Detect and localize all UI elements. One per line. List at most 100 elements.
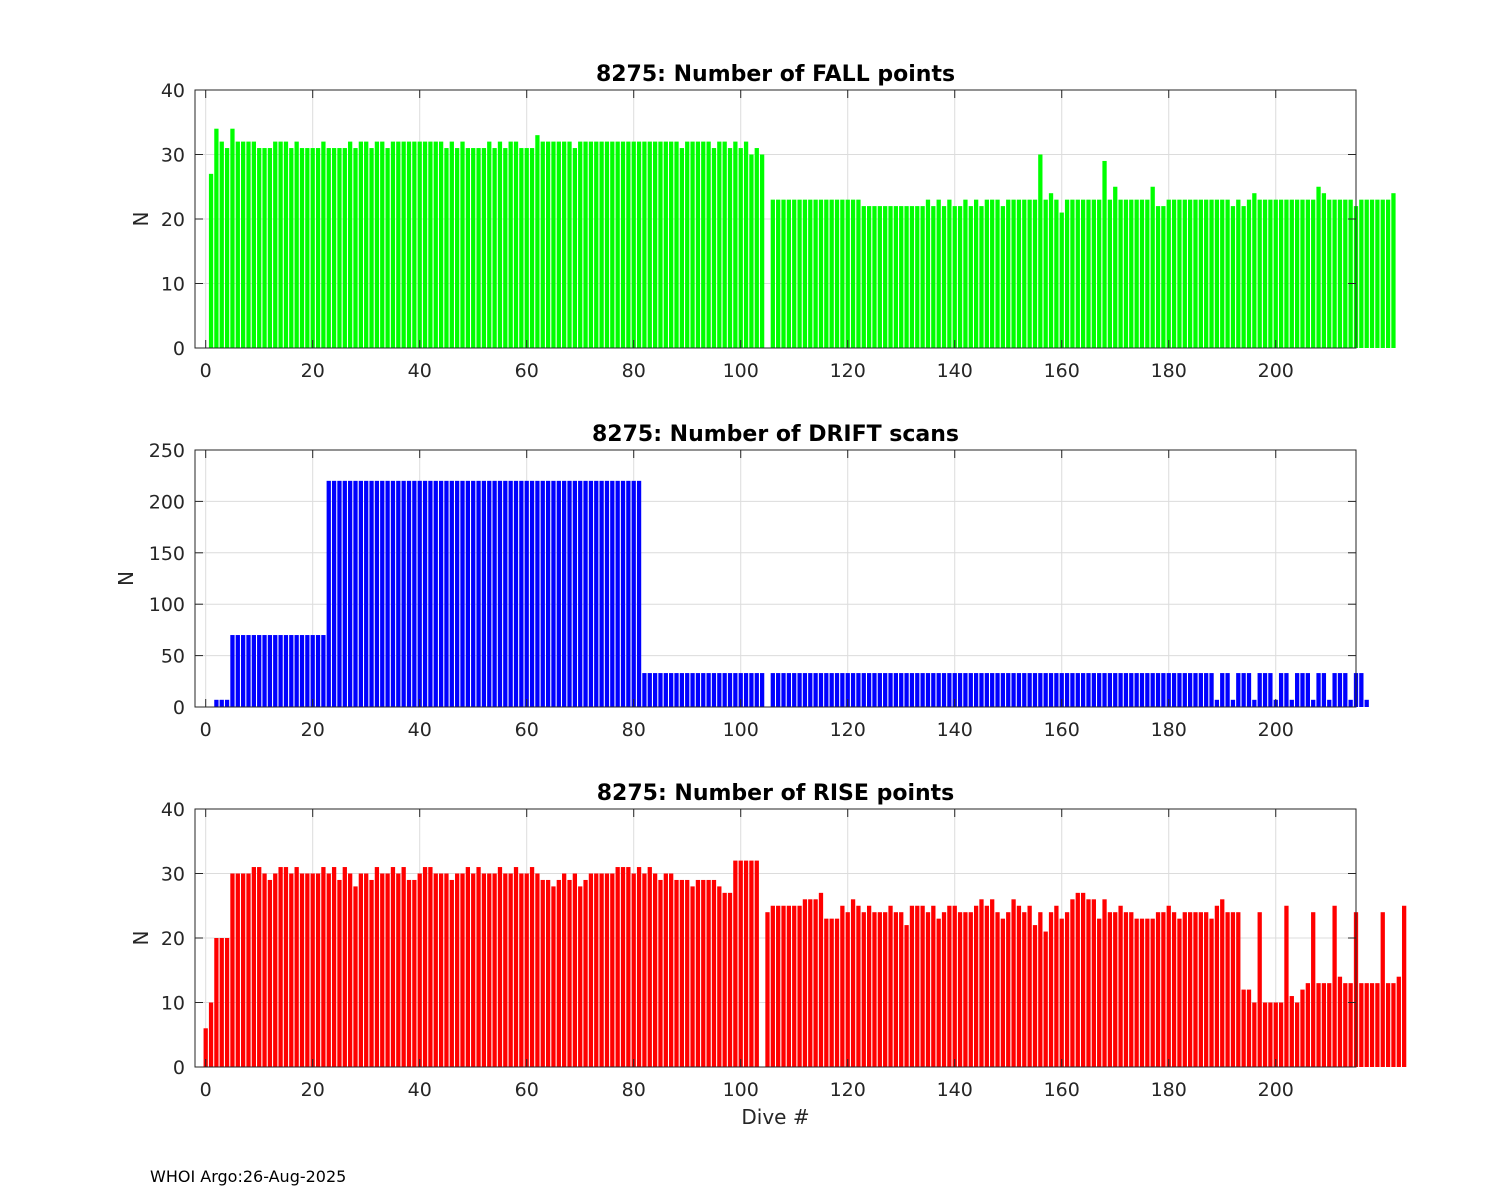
drift-bar	[899, 673, 904, 707]
fall-bar	[717, 141, 722, 348]
drift-bar	[1311, 699, 1316, 707]
drift-bar	[519, 480, 524, 707]
fall-bar	[257, 148, 262, 348]
rise-bar	[1246, 989, 1252, 1067]
drift-bar	[679, 673, 685, 707]
drift-ytick-label: 200	[149, 491, 185, 513]
rise-bar	[1295, 1002, 1300, 1067]
drift-bar	[727, 673, 733, 707]
rise-bar	[920, 905, 925, 1067]
fall-bar	[743, 141, 749, 348]
fall-bar	[1375, 199, 1380, 348]
rise-bar	[877, 912, 882, 1067]
drift-bar	[1262, 673, 1268, 707]
drift-bar	[963, 673, 968, 707]
fall-bar	[1252, 193, 1257, 348]
rise-bar	[1284, 905, 1289, 1067]
fall-ytick-label: 20	[161, 209, 185, 231]
drift-ylabel: N	[114, 571, 138, 586]
fall-bar	[406, 141, 412, 348]
drift-bar	[1011, 673, 1016, 707]
drift-bar	[1064, 673, 1070, 707]
fall-bar	[321, 141, 326, 348]
rise-bar	[422, 867, 428, 1067]
rise-bar	[396, 873, 401, 1067]
rise-bar	[455, 873, 460, 1067]
rise-bar	[636, 867, 642, 1067]
drift-xtick-label: 140	[937, 719, 973, 741]
fall-bar	[754, 148, 759, 348]
fall-bar	[604, 141, 610, 348]
rise-bar	[749, 860, 754, 1067]
rise-bar	[861, 912, 866, 1067]
rise-bar	[669, 873, 674, 1067]
fall-bar	[310, 148, 315, 348]
rise-bar	[1273, 1002, 1278, 1067]
rise-bar	[979, 899, 984, 1067]
fall-xtick-label: 140	[937, 360, 973, 382]
rise-bar	[273, 873, 278, 1067]
fall-bar	[353, 148, 358, 348]
fall-bar	[727, 148, 733, 348]
drift-bar	[663, 673, 668, 707]
drift-bar	[412, 480, 417, 707]
drift-bar	[877, 673, 882, 707]
rise-bar	[487, 873, 492, 1067]
rise-bar	[808, 899, 813, 1067]
drift-bar	[818, 673, 824, 707]
rise-bar	[1198, 912, 1203, 1067]
drift-bar	[572, 480, 578, 707]
fall-bar	[369, 148, 374, 348]
fall-bar	[1054, 199, 1059, 348]
rise-bar	[348, 873, 353, 1067]
drift-bar	[1182, 673, 1187, 707]
fall-bar	[1145, 199, 1150, 348]
rise-bar	[1129, 912, 1134, 1067]
drift-xtick-label: 0	[200, 719, 212, 741]
fall-bar	[492, 148, 497, 348]
fall-bar	[1359, 199, 1364, 348]
drift-bar	[246, 635, 251, 707]
fall-ytick-label: 10	[161, 274, 185, 296]
fall-bar	[1348, 199, 1353, 348]
fall-bar	[834, 199, 840, 348]
rise-bar	[1075, 892, 1080, 1067]
drift-bar	[481, 480, 487, 707]
drift-bar	[701, 673, 706, 707]
rise-bar	[701, 879, 706, 1067]
rise-ytick-label: 0	[173, 1057, 185, 1079]
drift-bar	[267, 635, 273, 707]
fall-bar	[1236, 199, 1241, 348]
fall-xtick-label: 40	[408, 360, 432, 382]
rise-bar	[412, 879, 417, 1067]
rise-bar	[947, 905, 952, 1067]
rise-bar	[1043, 931, 1048, 1067]
fall-bar	[545, 141, 551, 348]
fall-bar	[674, 141, 679, 348]
rise-bar	[299, 873, 305, 1067]
rise-bar	[663, 873, 668, 1067]
rise-bar	[519, 873, 524, 1067]
fall-xtick-label: 200	[1258, 360, 1294, 382]
drift-bar	[990, 673, 995, 707]
rise-bar	[802, 899, 808, 1067]
drift-bar	[856, 673, 861, 707]
rise-bar	[599, 873, 604, 1067]
fall-bar	[1166, 199, 1171, 348]
drift-bar	[995, 673, 1000, 707]
fall-bar	[936, 199, 941, 348]
rise-bar	[385, 873, 390, 1067]
drift-bar	[214, 699, 219, 707]
drift-bar	[1257, 673, 1262, 707]
fall-bar	[829, 199, 834, 348]
rise-bar	[1278, 1002, 1284, 1067]
rise-bar	[733, 860, 738, 1067]
rise-bar	[417, 873, 422, 1067]
fall-bar	[968, 206, 973, 348]
fall-bar	[599, 141, 604, 348]
fall-bar	[551, 141, 556, 348]
fall-points-panel: 0 20 40 60 80 100 120 140 160 180 200 0 10 20 30 40 8275…	[129, 62, 1396, 382]
drift-bar	[1086, 673, 1091, 707]
rise-bar	[1316, 983, 1321, 1067]
rise-bar	[342, 867, 347, 1067]
